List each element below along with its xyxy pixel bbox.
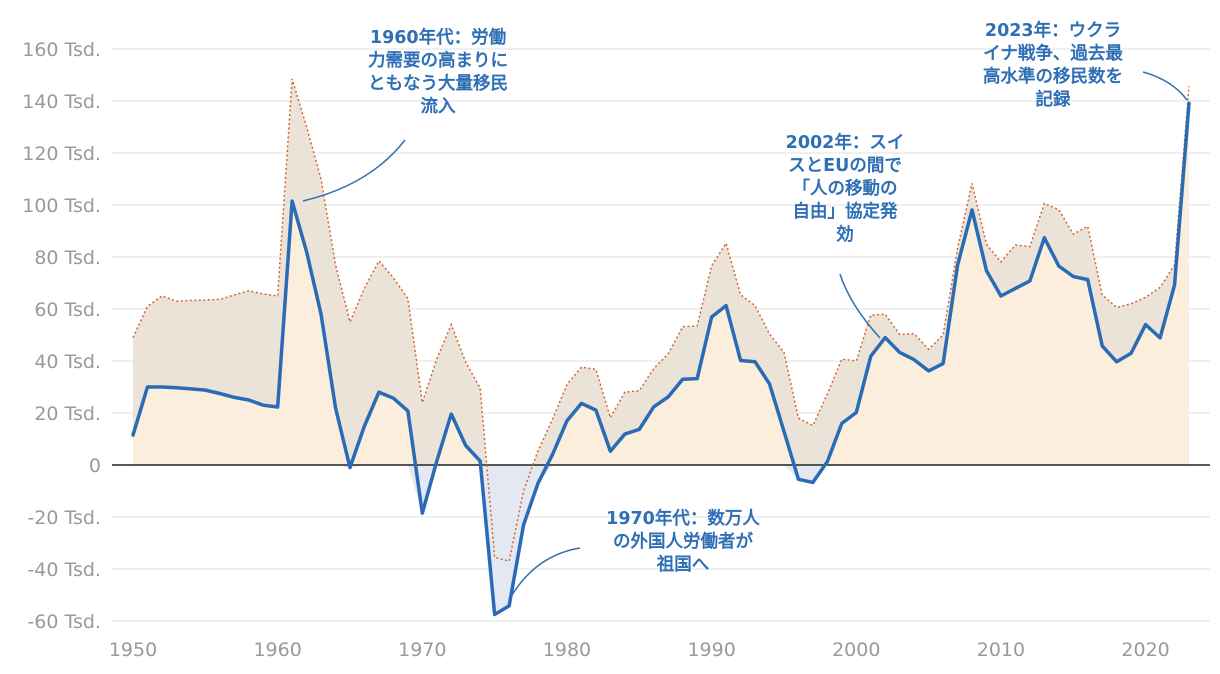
y-tick-label: -40 Tsd.	[27, 559, 101, 581]
y-tick-label: 40 Tsd.	[34, 351, 101, 373]
y-tick-label: -20 Tsd.	[27, 507, 101, 529]
annotation-line: 記録	[1035, 90, 1071, 110]
leader-line-2023	[1142, 71, 1188, 101]
annotation-2002: 2002年：スイ スとEUの間で 「人の移動の 自由」協定発 効	[760, 132, 930, 247]
y-tick-label: -60 Tsd.	[27, 611, 101, 633]
annotation-line: イナ戦争、過去最	[983, 44, 1123, 64]
leader-line-1970s	[511, 547, 581, 596]
annotation-line: 効	[836, 225, 854, 245]
x-tick-label: 1960	[253, 639, 301, 661]
x-tick-label: 1950	[109, 639, 157, 661]
upper-series-line	[132, 78, 1190, 563]
y-tick-label: 0	[89, 455, 101, 477]
annotation-line: 力需要の高まりに	[368, 51, 508, 71]
annotation-line: 祖国へ	[656, 555, 710, 575]
main-series-line	[131, 101, 1191, 617]
annotation-leader-lines	[302, 71, 1188, 596]
y-tick-label: 120 Tsd.	[22, 143, 101, 165]
y-tick-label: 20 Tsd.	[34, 403, 101, 425]
x-axis-ticks: 1950 1960 1970 1980 1990 2000 2010 2020	[109, 639, 1170, 661]
y-tick-label: 100 Tsd.	[22, 195, 101, 217]
annotation-line: 2002年：スイ	[785, 133, 905, 153]
y-axis-ticks: 160 Tsd. 140 Tsd. 120 Tsd. 100 Tsd. 80 Tsd. 6…	[22, 39, 101, 633]
leader-line-1960s	[302, 139, 406, 202]
area-band-fill	[133, 78, 1189, 615]
series-lines	[131, 78, 1191, 617]
annotation-line: 流入	[420, 97, 456, 117]
area-fills	[133, 78, 1189, 615]
x-tick-label: 1970	[398, 639, 446, 661]
annotation-line: の外国人労働者が	[613, 532, 753, 552]
annotation-line: 2023年：ウクラ	[984, 21, 1122, 41]
y-tick-label: 60 Tsd.	[34, 299, 101, 321]
annotation-1970s: 1970年代：数万人 の外国人労働者が 祖国へ	[570, 508, 796, 577]
leader-line-2002	[839, 273, 881, 339]
annotation-line: 「人の移動の	[792, 179, 898, 199]
annotation-line: 1960年代：労働	[369, 28, 507, 48]
annotation-1960s: 1960年代：労働 力需要の高まりに ともなう大量移民 流入	[325, 27, 551, 119]
annotation-line: 1970年代：数万人	[606, 509, 760, 529]
x-tick-label: 2010	[977, 639, 1025, 661]
y-tick-label: 160 Tsd.	[22, 39, 101, 61]
x-tick-label: 1990	[687, 639, 735, 661]
annotation-line: ともなう大量移民	[368, 74, 508, 94]
area-base-fill	[133, 103, 1189, 615]
annotation-line: 高水準の移民数を	[983, 67, 1123, 87]
annotation-line: スとEUの間で	[788, 156, 902, 176]
x-tick-label: 1980	[543, 639, 591, 661]
y-tick-label: 80 Tsd.	[34, 247, 101, 269]
x-tick-label: 2000	[832, 639, 880, 661]
annotation-line: 自由」協定発	[792, 202, 898, 222]
annotation-2023: 2023年：ウクラ イナ戦争、過去最 高水準の移民数を 記録	[940, 20, 1166, 112]
x-tick-label: 2020	[1121, 639, 1169, 661]
y-tick-label: 140 Tsd.	[22, 91, 101, 113]
